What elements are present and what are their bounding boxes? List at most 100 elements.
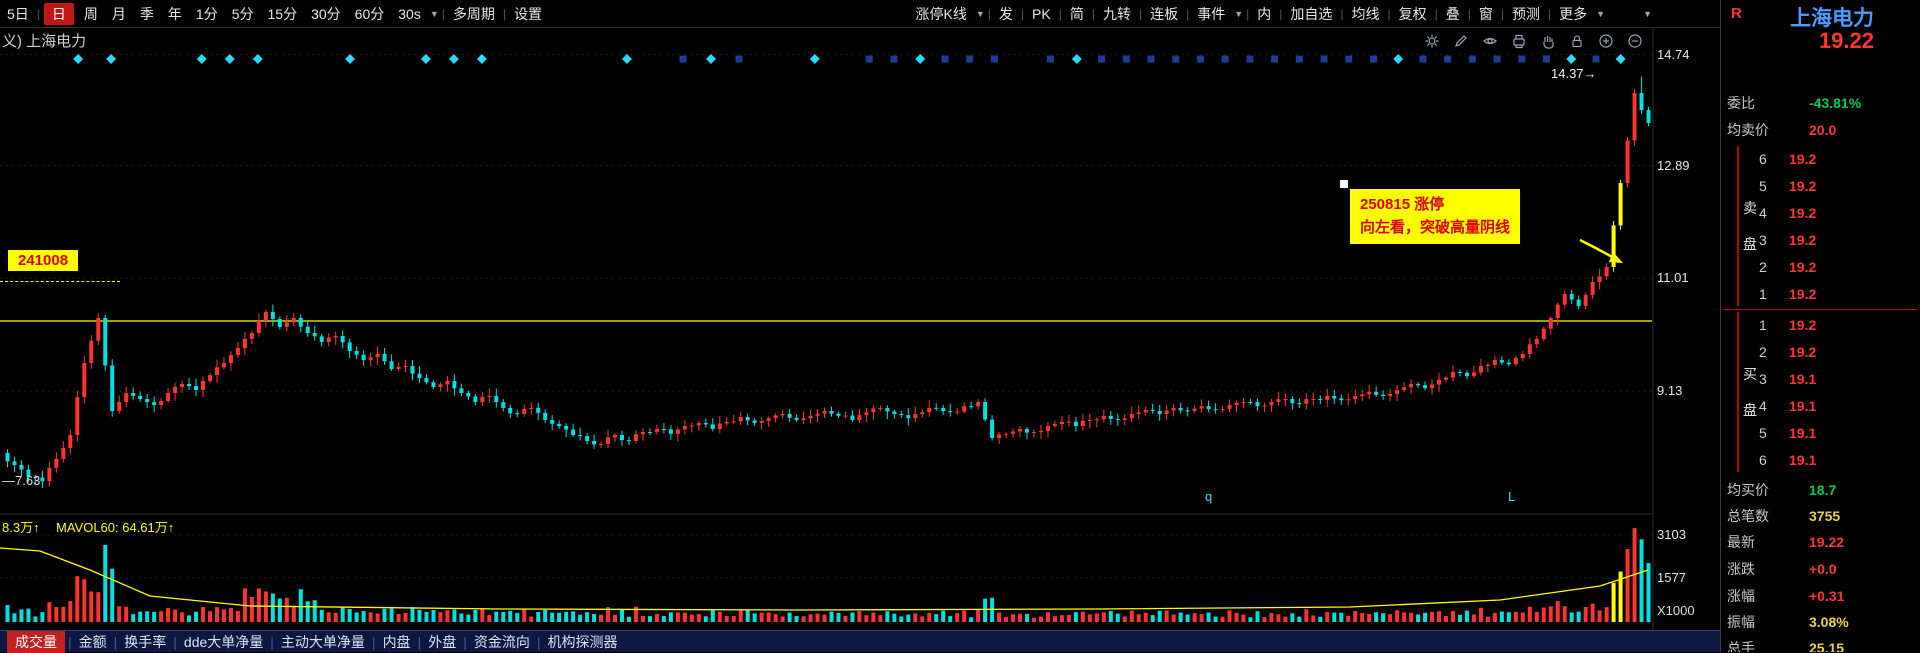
date-annotation-label[interactable]: 241008 (8, 250, 79, 271)
limit-up-marker-icon (196, 54, 207, 64)
level-price: 19.1 (1789, 398, 1817, 414)
sell-level-row[interactable]: 5 19.2 (1721, 173, 1920, 199)
panel-stat-row[interactable]: 涨跌 +0.0 (1721, 556, 1920, 582)
draw-pencil-icon[interactable] (1453, 33, 1469, 49)
period-1分[interactable]: 1分 (195, 5, 218, 22)
period-30s[interactable]: 30s (398, 5, 421, 22)
panel-label: 涨跌 (1727, 561, 1755, 577)
event-marker-icon (679, 55, 687, 63)
buy-level-row[interactable]: 2 19.2 (1721, 339, 1920, 365)
toolbar-item-预测[interactable]: 预测 (1512, 5, 1541, 22)
tab-内盘[interactable]: 内盘 (382, 633, 411, 650)
buy-level-row[interactable]: 3 19.1 (1721, 366, 1920, 392)
toolbar-item-复权[interactable]: 复权 (1398, 5, 1427, 22)
toolbar-item-更多[interactable]: 更多 (1559, 5, 1588, 22)
panel-stat-row[interactable]: 总笔数 3755 (1721, 503, 1920, 529)
dropdown-caret-icon[interactable]: ▼ (975, 8, 985, 19)
event-marker-icon (1295, 55, 1303, 63)
limit-up-marker-icon (1071, 54, 1082, 64)
event-marker-icon (1369, 55, 1377, 63)
event-marker-icon (1221, 55, 1229, 63)
gear-icon[interactable] (1424, 33, 1440, 49)
panel-stat-row[interactable]: 最新 19.22 (1721, 529, 1920, 555)
annotation-drag-handle[interactable] (1340, 180, 1348, 188)
period-月[interactable]: 月 (111, 5, 126, 22)
period-5日[interactable]: 5日 (7, 5, 29, 22)
dropdown-caret-icon[interactable]: ▼ (429, 8, 439, 19)
sell-level-row[interactable]: 2 19.2 (1721, 254, 1920, 280)
level-number: 2 (1759, 344, 1767, 360)
panel-value: 20.0 (1809, 122, 1837, 138)
toolbar-separator: | (502, 6, 506, 21)
dropdown-caret-icon[interactable]: ▼ (1234, 8, 1244, 19)
toolbar-item-均线[interactable]: 均线 (1351, 5, 1380, 22)
toolbar-separator: | (1091, 6, 1095, 21)
buy-level-row[interactable]: 1 19.2 (1721, 312, 1920, 338)
sell-level-row[interactable]: 1 19.2 (1721, 281, 1920, 307)
panel-stat-row[interactable]: 均买价 18.7 (1721, 477, 1920, 503)
toolbar-item-简[interactable]: 简 (1069, 5, 1084, 22)
tab-机构探测器[interactable]: 机构探测器 (547, 633, 618, 650)
multi-period-button[interactable]: 多周期 (452, 5, 495, 22)
sell-level-row[interactable]: 6 19.2 (1721, 146, 1920, 172)
period-季[interactable]: 季 (139, 5, 154, 22)
hand-drag-icon[interactable] (1540, 33, 1556, 49)
collapse-panel-icon[interactable] (1615, 4, 1631, 23)
toolbar-item-涨停K线[interactable]: 涨停K线 (915, 5, 967, 22)
period-30分[interactable]: 30分 (311, 5, 341, 22)
toolbar-separator: | (1387, 6, 1391, 21)
panel-value: 18.7 (1809, 482, 1837, 498)
zoom-out-icon[interactable] (1627, 33, 1643, 49)
toolbar-item-事件[interactable]: 事件 (1197, 5, 1226, 22)
print-icon[interactable] (1511, 33, 1527, 49)
level-price: 19.2 (1789, 205, 1817, 221)
event-marker-icon (1246, 55, 1254, 63)
toolbar-item-内[interactable]: 内 (1257, 5, 1272, 22)
tab-dde大单净量[interactable]: dde大单净量 (183, 633, 264, 650)
buy-level-row[interactable]: 4 19.1 (1721, 393, 1920, 419)
zoom-in-icon[interactable] (1598, 33, 1614, 49)
event-markers[interactable] (73, 54, 1626, 64)
period-60分[interactable]: 60分 (354, 5, 385, 22)
stock-name[interactable]: 上海电力 (1790, 7, 1874, 30)
tab-金额[interactable]: 金额 (78, 633, 107, 650)
dropdown-caret-icon[interactable]: ▼ (1596, 8, 1606, 19)
toolbar-item-PK[interactable]: PK (1032, 5, 1051, 22)
sell-level-row[interactable]: 3 19.2 (1721, 227, 1920, 253)
period-15分[interactable]: 15分 (267, 5, 298, 22)
panel-value: -43.81% (1809, 95, 1862, 111)
eye-icon[interactable] (1482, 33, 1498, 49)
candlesticks (5, 76, 1651, 489)
tab-外盘[interactable]: 外盘 (428, 633, 457, 650)
toolbar-item-叠[interactable]: 叠 (1445, 5, 1460, 22)
tab-资金流向[interactable]: 资金流向 (473, 633, 530, 650)
toolbar-dropdown-caret-icon[interactable]: ▼ (1643, 8, 1652, 19)
tab-换手率[interactable]: 换手率 (124, 633, 167, 650)
event-marker-icon (1543, 55, 1551, 63)
annotation-note[interactable]: 250815 涨停 向左看，突破高量阴线 (1350, 189, 1521, 244)
panel-stat-row[interactable]: 涨幅 +0.31 (1721, 583, 1920, 609)
weibi-row[interactable]: 委比 -43.81% (1721, 90, 1920, 116)
toolbar-item-发[interactable]: 发 (998, 5, 1013, 22)
buy-level-row[interactable]: 6 19.1 (1721, 447, 1920, 473)
toolbar-item-九转[interactable]: 九转 (1102, 5, 1131, 22)
period-年[interactable]: 年 (167, 5, 182, 22)
sell-level-row[interactable]: 4 19.2 (1721, 200, 1920, 226)
tab-成交量[interactable]: 成交量 (7, 630, 65, 653)
settings-button[interactable]: 设置 (514, 5, 542, 22)
lock-icon[interactable] (1569, 33, 1585, 49)
avg-sell-row[interactable]: 均卖价 20.0 (1721, 117, 1920, 143)
toolbar-right-group: 涨停K线 ▼ | 发 | PK | 简 | 九转 | 连板 | 事件 ▼ | 内 | 加自选 | 均线 | 复权 | 叠 | 窗 | 预… (909, 4, 1608, 24)
panel-stat-row[interactable]: 总手 25.15 (1721, 635, 1920, 652)
toolbar-item-连板[interactable]: 连板 (1150, 5, 1179, 22)
tab-separator: | (371, 633, 376, 650)
period-日[interactable]: 日 (43, 2, 74, 25)
buy-level-row[interactable]: 5 19.1 (1721, 420, 1920, 446)
tab-主动大单净量[interactable]: 主动大单净量 (280, 633, 365, 650)
toolbar-item-加自选[interactable]: 加自选 (1290, 5, 1333, 22)
toolbar-item-窗[interactable]: 窗 (1478, 5, 1493, 22)
period-周[interactable]: 周 (83, 5, 98, 22)
period-5分[interactable]: 5分 (231, 5, 254, 22)
panel-stat-row[interactable]: 振幅 3.08% (1721, 609, 1920, 635)
top-toolbar: 5日 | 日周月季年 1分 5分 15分 30分 60分 30s ▼ | 多周期 | 设置 涨停K线 ▼ | 发… (0, 0, 1720, 28)
